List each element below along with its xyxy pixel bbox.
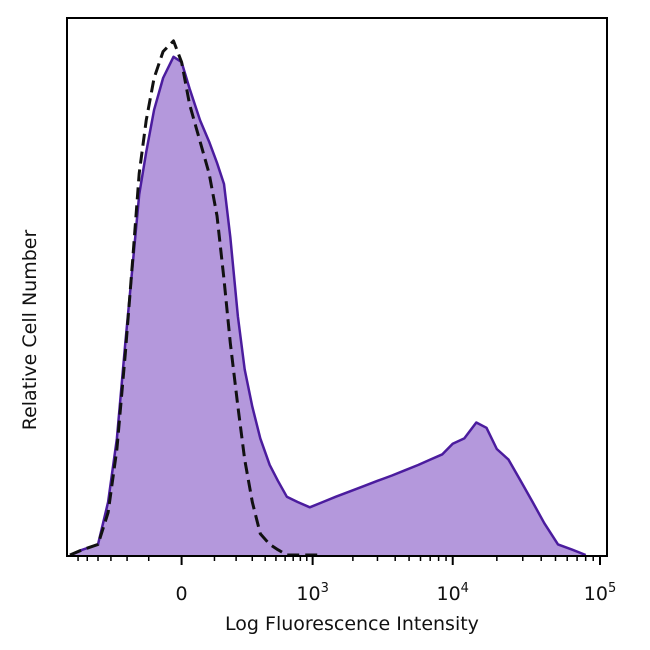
x-axis-ticks: 0 103 104 105 (77, 556, 616, 605)
x-tick-label: 104 (436, 581, 468, 605)
control-histogram-dashed-1 (69, 39, 323, 557)
x-axis-label: Log Fluorescence Intensity (225, 613, 479, 635)
x-tick-label: 105 (584, 581, 616, 605)
x-tick-label: 0 (176, 583, 188, 605)
histogram-outline-0 (69, 55, 587, 557)
plot-frame (66, 17, 608, 557)
y-axis-label: Relative Cell Number (19, 230, 41, 431)
series-layer (69, 39, 587, 557)
histogram-fill-0 (70, 56, 586, 556)
x-tick-label: 103 (296, 581, 328, 605)
